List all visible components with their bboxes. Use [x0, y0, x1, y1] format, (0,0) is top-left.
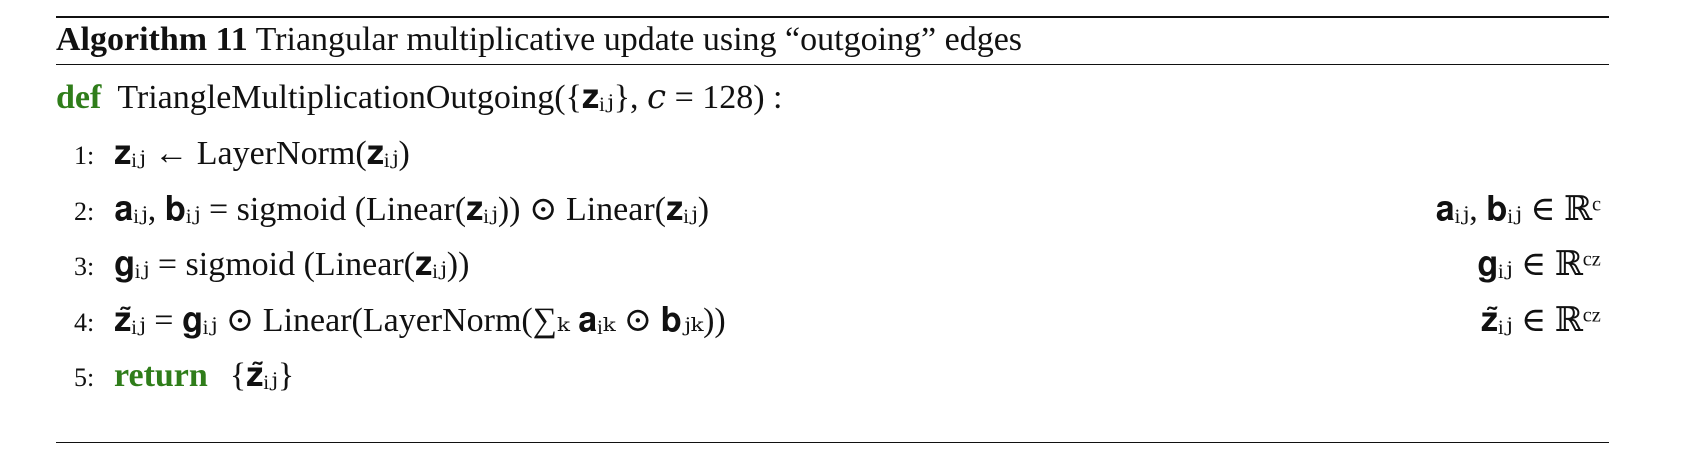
- algorithm-title: Triangular multiplicative update using “…: [255, 21, 1023, 58]
- step-number: 2:: [74, 197, 95, 226]
- top-rule: [56, 16, 1609, 18]
- step-statement: 𝐠ᵢⱼ = sigmoid (Linear(𝐳ᵢⱼ)): [114, 246, 470, 283]
- step-statement: {𝐳̃ᵢⱼ}: [229, 357, 295, 394]
- step-statement: 𝐳̃ᵢⱼ = 𝐠ᵢⱼ ⊙ Linear(LayerNorm(∑ₖ 𝐚ᵢₖ ⊙ 𝐛…: [114, 302, 726, 339]
- step-1: 1: 𝐳ᵢⱼ ← LayerNorm(𝐳ᵢⱼ): [56, 130, 1609, 178]
- step-number: 4:: [74, 308, 95, 337]
- caption-rule: [56, 64, 1609, 65]
- function-definition: def TriangleMultiplicationOutgoing({𝐳ᵢⱼ},…: [56, 74, 1609, 122]
- function-signature: TriangleMultiplicationOutgoing({𝐳ᵢⱼ}, 𝑐 …: [117, 79, 783, 116]
- step-comment: 𝐳̃ᵢⱼ ∈ ℝᶜᶻ: [1480, 302, 1601, 339]
- step-5: 5: return {𝐳̃ᵢⱼ}: [56, 352, 1609, 400]
- step-statement: 𝐳ᵢⱼ ← LayerNorm(𝐳ᵢⱼ): [114, 135, 410, 172]
- def-keyword: def: [56, 79, 102, 116]
- step-statement: 𝐚ᵢⱼ, 𝐛ᵢⱼ = sigmoid (Linear(𝐳ᵢⱼ)) ⊙ Linea…: [114, 191, 710, 228]
- step-number: 1:: [74, 141, 95, 170]
- step-number: 3:: [74, 252, 95, 281]
- step-2: 2: 𝐚ᵢⱼ, 𝐛ᵢⱼ = sigmoid (Linear(𝐳ᵢⱼ)) ⊙ Lin…: [56, 186, 1609, 234]
- step-number: 5:: [74, 363, 95, 392]
- step-4: 4: 𝐳̃ᵢⱼ = 𝐠ᵢⱼ ⊙ Linear(LayerNorm(∑ₖ 𝐚ᵢₖ ⊙…: [56, 297, 1609, 345]
- bottom-rule: [56, 442, 1609, 443]
- algorithm-label: Algorithm 11: [56, 21, 248, 58]
- step-3: 3: 𝐠ᵢⱼ = sigmoid (Linear(𝐳ᵢⱼ)) 𝐠ᵢⱼ ∈ ℝᶜᶻ: [56, 241, 1609, 289]
- algorithm-caption: Algorithm 11 Triangular multiplicative u…: [56, 20, 1022, 60]
- step-comment: 𝐠ᵢⱼ ∈ ℝᶜᶻ: [1477, 246, 1601, 283]
- step-comment: 𝐚ᵢⱼ, 𝐛ᵢⱼ ∈ ℝᶜ: [1435, 191, 1601, 228]
- return-keyword: return: [114, 357, 208, 394]
